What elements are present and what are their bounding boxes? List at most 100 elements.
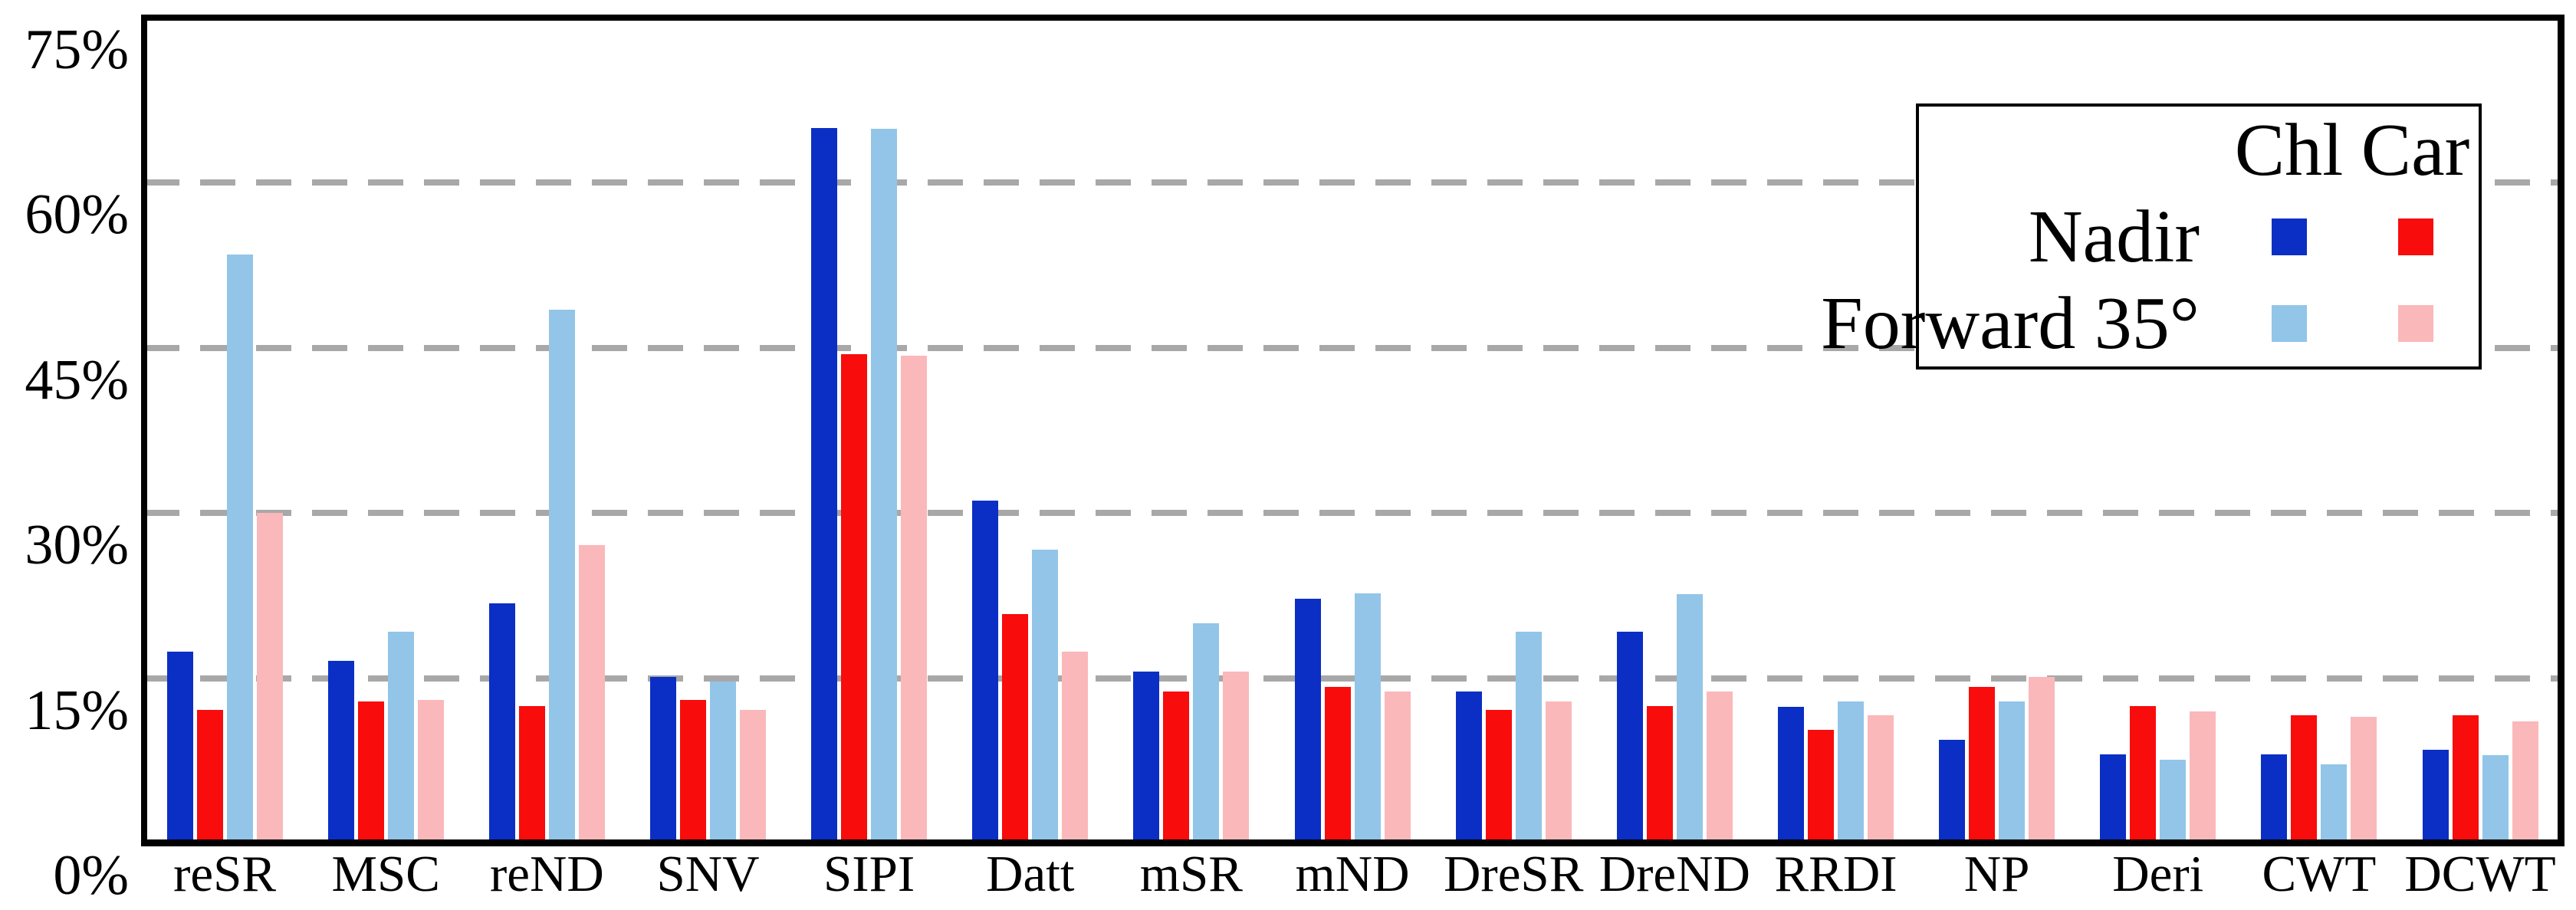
- bar-mSR-forward-35-car: [1223, 671, 1250, 843]
- legend-swatch-nadir-car: [2352, 218, 2479, 255]
- y-tick-label: 60%: [25, 183, 129, 247]
- bar-Deri-nadir-car: [2130, 705, 2157, 843]
- x-category-label-reND: reND: [489, 846, 604, 902]
- bar-DreND-nadir-car: [1646, 705, 1673, 843]
- bar-RRDI-forward-35-chl: [1837, 701, 1864, 843]
- bar-group-DCWT: [2400, 18, 2561, 843]
- y-axis-tick-labels: 0% 15% 30% 45% 60% 75%: [0, 18, 129, 904]
- y-tick-label: 0%: [53, 844, 129, 907]
- x-category-label-MSC: MSC: [331, 846, 440, 902]
- bar-group-mSR: [1111, 18, 1272, 843]
- x-category-label-DreND: DreND: [1598, 846, 1750, 902]
- bar-reND-forward-35-chl: [548, 309, 575, 843]
- bar-Deri-forward-35-car: [2190, 711, 2216, 843]
- bar-DCWT-forward-35-chl: [2482, 755, 2509, 843]
- bar-reND-nadir-chl: [488, 603, 515, 843]
- x-axis-line: [141, 839, 2564, 846]
- x-category-label-CWT: CWT: [2262, 846, 2377, 902]
- bar-RRDI-nadir-chl: [1777, 706, 1804, 843]
- bar-SIPI-nadir-car: [841, 354, 868, 843]
- bar-MSC-forward-35-car: [417, 700, 444, 843]
- bar-Datt-forward-35-car: [1062, 652, 1089, 843]
- bar-DreND-forward-35-chl: [1676, 594, 1703, 843]
- legend-swatch-icon: [2271, 304, 2307, 342]
- y-tick-label: 75%: [25, 18, 129, 81]
- plot-border-right: [2558, 15, 2564, 846]
- bar-NP-forward-35-chl: [1999, 701, 2026, 843]
- bar-mSR-forward-35-chl: [1193, 623, 1220, 843]
- x-category-label-NP: NP: [1963, 846, 2030, 902]
- y-tick-label: 45%: [25, 348, 129, 412]
- bar-SNV-forward-35-car: [739, 710, 766, 843]
- bar-RRDI-nadir-car: [1807, 730, 1834, 843]
- y-tick-label: 15%: [25, 678, 129, 742]
- bar-group-RRDI: [1755, 18, 1916, 843]
- bar-mND-forward-35-chl: [1354, 593, 1381, 843]
- gridline-30%: [144, 510, 2561, 517]
- legend-swatch-icon: [2271, 218, 2307, 255]
- x-category-label-RRDI: RRDI: [1774, 846, 1898, 902]
- bar-group-CWT: [2239, 18, 2400, 843]
- bar-mND-nadir-chl: [1294, 599, 1321, 843]
- bar-SIPI-forward-35-chl: [871, 129, 898, 843]
- bar-group-SNV: [627, 18, 788, 843]
- gridline-60%: [144, 179, 2561, 186]
- x-category-label-DreSR: DreSR: [1444, 846, 1584, 902]
- bar-MSC-nadir-car: [357, 701, 384, 843]
- bar-reND-forward-35-car: [578, 544, 605, 843]
- bar-DreSR-forward-35-chl: [1515, 632, 1542, 843]
- bar-group-mND: [1272, 18, 1433, 843]
- legend-col-header-car: Car: [2361, 108, 2470, 192]
- legend: Chl Car Nadir Forward 35°: [1821, 103, 2482, 370]
- bar-Deri-nadir-chl: [2100, 754, 2127, 843]
- bar-reSR-forward-35-car: [256, 513, 283, 843]
- legend-col-header-chl: Chl: [2234, 108, 2344, 192]
- bar-MSC-nadir-chl: [327, 660, 354, 843]
- x-category-label-Deri: Deri: [2112, 846, 2204, 902]
- bar-group-DreSR: [1433, 18, 1594, 843]
- legend-row-label: Nadir: [2028, 195, 2200, 278]
- x-category-label-mND: mND: [1295, 846, 1410, 902]
- x-category-label-Datt: Datt: [986, 846, 1075, 902]
- bar-CWT-forward-35-car: [2351, 716, 2377, 843]
- bar-DreND-forward-35-car: [1706, 691, 1733, 843]
- bar-reSR-forward-35-chl: [226, 254, 253, 843]
- bar-NP-forward-35-car: [2029, 677, 2055, 843]
- legend-swatch-nadir-chl: [2226, 218, 2352, 255]
- bar-DCWT-nadir-chl: [2422, 749, 2449, 843]
- bar-CWT-nadir-car: [2291, 715, 2318, 843]
- bar-reND-nadir-car: [518, 705, 545, 843]
- bar-DreSR-forward-35-car: [1545, 701, 1572, 843]
- bar-SIPI-forward-35-car: [901, 355, 928, 843]
- bar-MSC-forward-35-chl: [387, 632, 414, 843]
- bar-group-reND: [466, 18, 627, 843]
- legend-swatch-forward-35--chl: [2226, 304, 2352, 342]
- bar-reSR-nadir-chl: [166, 652, 193, 843]
- bar-SNV-nadir-chl: [649, 677, 676, 843]
- bar-group-Datt: [950, 18, 1111, 843]
- bar-group-Deri: [2078, 18, 2239, 843]
- bar-groups: [144, 18, 2561, 843]
- x-category-label-SIPI: SIPI: [823, 846, 915, 902]
- bar-group-NP: [1917, 18, 2078, 843]
- legend-row-label: Forward 35°: [1821, 281, 2200, 365]
- legend-swatch-icon: [2397, 304, 2433, 342]
- legend-swatch-forward-35--car: [2352, 304, 2479, 342]
- bar-DreSR-nadir-car: [1485, 710, 1512, 843]
- bar-RRDI-forward-35-car: [1867, 715, 1894, 843]
- bar-SNV-nadir-car: [679, 700, 706, 843]
- bar-group-MSC: [305, 18, 466, 843]
- plot-border-left: [141, 15, 147, 846]
- bar-DCWT-forward-35-car: [2512, 721, 2538, 843]
- bar-Datt-nadir-chl: [972, 501, 999, 843]
- bar-group-DreND: [1594, 18, 1755, 843]
- bar-CWT-nadir-chl: [2261, 754, 2288, 843]
- y-tick-label: 30%: [25, 514, 129, 577]
- bar-group-SIPI: [789, 18, 950, 843]
- bar-mND-nadir-car: [1324, 687, 1351, 843]
- bar-SIPI-nadir-chl: [811, 127, 838, 843]
- bar-NP-nadir-chl: [1939, 740, 1966, 843]
- bar-reSR-nadir-car: [196, 710, 223, 843]
- bar-DCWT-nadir-car: [2452, 715, 2479, 843]
